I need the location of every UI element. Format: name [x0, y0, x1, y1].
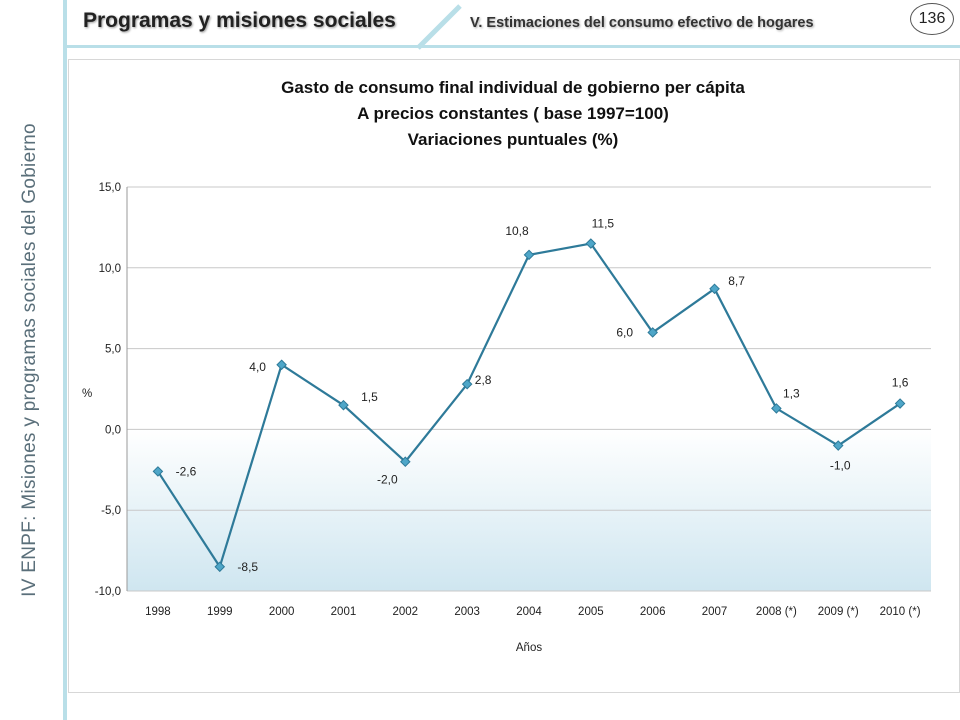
- x-tick-label: 2003: [454, 606, 480, 618]
- data-point-marker: [214, 561, 226, 573]
- x-tick-label: 2008 (*): [756, 606, 797, 618]
- x-tick-label: 1998: [145, 606, 171, 618]
- x-tick-label: 2001: [331, 606, 357, 618]
- data-point-marker: [338, 399, 349, 411]
- chart-title-line: Variaciones puntuales (%): [408, 130, 619, 149]
- x-tick-label: 2006: [640, 606, 666, 618]
- data-point-marker: [276, 359, 287, 371]
- data-label: 1,5: [361, 390, 378, 404]
- data-label: 8,7: [728, 274, 745, 288]
- data-label: -1,0: [830, 459, 851, 473]
- page-title: Programas y misiones sociales: [83, 9, 396, 32]
- y-tick-label: 0,0: [105, 424, 121, 436]
- sidebar-caption-lead: IV ENPF:: [19, 515, 40, 597]
- x-tick-label: 2000: [269, 606, 295, 618]
- data-point-marker: [894, 398, 906, 409]
- x-tick-label: 2002: [393, 606, 419, 618]
- data-label: 4,0: [249, 360, 266, 374]
- header-divider: [66, 45, 960, 48]
- page-subtitle: V. Estimaciones del consumo efectivo de …: [470, 15, 814, 31]
- data-point-marker: [647, 327, 658, 338]
- x-tick-label: 1999: [207, 606, 233, 618]
- y-tick-label: 10,0: [99, 263, 121, 275]
- sidebar-caption: IV ENPF: Misiones y programas sociales d…: [19, 123, 41, 597]
- y-tick-label: -5,0: [101, 505, 121, 517]
- data-point-marker: [585, 238, 597, 249]
- data-point-marker: [461, 378, 473, 390]
- chart-container: Gasto de consumo final individual de gob…: [68, 59, 960, 693]
- chart-title-line: A precios constantes ( base 1997=100): [357, 104, 669, 123]
- y-tick-label: 5,0: [105, 344, 121, 356]
- x-tick-label: 2010 (*): [880, 606, 921, 618]
- data-label: 1,6: [892, 376, 909, 390]
- sidebar: [0, 0, 66, 720]
- sidebar-divider: [63, 0, 67, 720]
- data-point-marker: [771, 403, 782, 414]
- x-tick-label: 2005: [578, 606, 604, 618]
- page-number-badge: 136: [910, 3, 954, 35]
- x-tick-label: 2007: [702, 606, 728, 618]
- line-chart: Gasto de consumo final individual de gob…: [82, 78, 931, 654]
- data-label: 10,8: [505, 224, 529, 238]
- data-label: -2,6: [176, 464, 197, 478]
- data-label: 2,8: [475, 373, 492, 387]
- data-label: 1,3: [783, 386, 800, 400]
- data-point-marker: [152, 466, 164, 477]
- x-tick-label: 2009 (*): [818, 606, 859, 618]
- y-tick-label: 15,0: [99, 182, 121, 194]
- data-point-marker: [400, 456, 411, 468]
- data-label: -2,0: [377, 473, 398, 487]
- sidebar-caption-text: Misiones y programas sociales del Gobier…: [19, 123, 40, 510]
- x-axis-title: Años: [516, 642, 542, 654]
- data-label: 6,0: [616, 325, 633, 339]
- data-label: -8,5: [237, 560, 258, 574]
- header-slash-decoration: [416, 4, 462, 50]
- data-point-marker: [523, 249, 535, 261]
- y-tick-label: -10,0: [95, 586, 121, 598]
- data-label: 11,5: [592, 217, 615, 231]
- y-axis-title: %: [82, 388, 92, 400]
- data-point-marker: [709, 283, 720, 295]
- data-point-marker: [832, 440, 844, 451]
- x-tick-label: 2004: [516, 606, 542, 618]
- chart-title-line: Gasto de consumo final individual de gob…: [281, 78, 745, 97]
